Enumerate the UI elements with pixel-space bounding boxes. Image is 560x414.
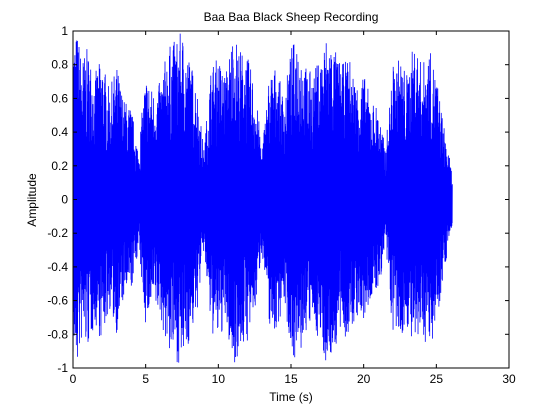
y-tick-label: -1 bbox=[57, 361, 68, 375]
y-axis-label: Amplitude bbox=[25, 173, 39, 227]
x-tick-label: 20 bbox=[357, 372, 371, 386]
y-tick-label: 0 bbox=[61, 193, 68, 207]
x-tick-label: 0 bbox=[70, 372, 77, 386]
x-tick-label: 10 bbox=[212, 372, 226, 386]
x-tick-label: 25 bbox=[430, 372, 444, 386]
y-tick-label: 0.6 bbox=[51, 91, 68, 105]
y-tick-label: -0.6 bbox=[47, 294, 68, 308]
x-tick-label: 30 bbox=[502, 372, 516, 386]
x-tick-label: 15 bbox=[284, 372, 298, 386]
y-tick-label: 1 bbox=[61, 24, 68, 38]
y-tick-label: 0.8 bbox=[51, 58, 68, 72]
x-tick-label: 5 bbox=[142, 372, 149, 386]
x-axis-label: Time (s) bbox=[269, 390, 313, 404]
y-tick-label: 0.4 bbox=[51, 125, 68, 139]
y-tick-label: -0.4 bbox=[47, 260, 68, 274]
y-tick-label: -0.8 bbox=[47, 327, 68, 341]
y-tick-label: 0.2 bbox=[51, 159, 68, 173]
y-tick-label: -0.2 bbox=[47, 226, 68, 240]
ticks: 0 5 10 15 20 25 30 1 0.8 0.6 0.4 0.2 0 -0.2 -0.4 -0.6 -0… bbox=[47, 24, 516, 386]
waveform-line bbox=[72, 33, 453, 363]
waveform-series bbox=[72, 33, 453, 363]
chart-title: Baa Baa Black Sheep Recording bbox=[204, 10, 379, 24]
